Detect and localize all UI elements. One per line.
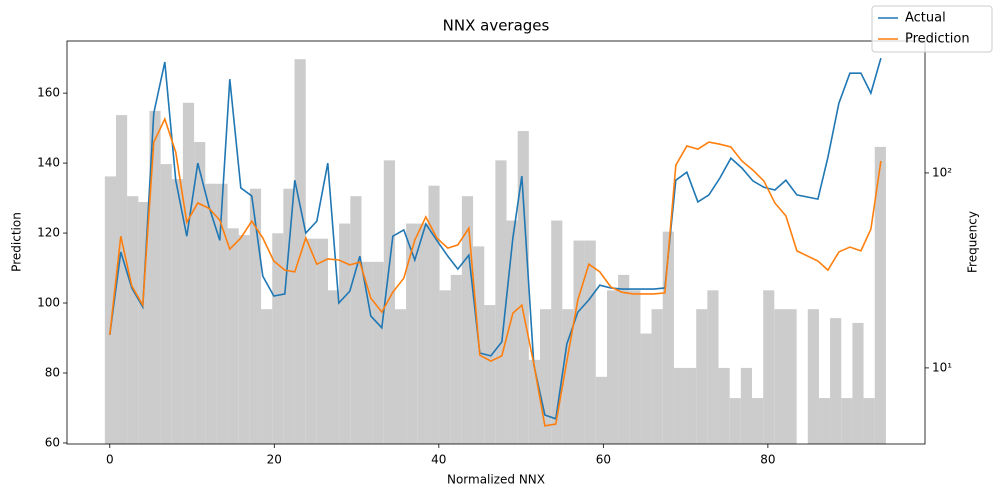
histogram-bar: [573, 240, 585, 444]
histogram-bar: [339, 223, 351, 444]
x-tick-label: 20: [267, 453, 282, 467]
histogram-bar: [249, 188, 262, 444]
x-tick-label: 40: [431, 453, 446, 467]
histogram-bar: [417, 223, 429, 444]
histogram-bar: [606, 290, 619, 444]
histogram-bar: [216, 183, 228, 444]
plot-frame: [66, 40, 926, 445]
x-axis-label: Normalized NNX: [447, 473, 545, 487]
legend: Actual Prediction: [871, 5, 993, 53]
histogram-bar: [227, 228, 239, 444]
histogram-bar: [863, 398, 875, 444]
chart-title: NNX averages: [443, 17, 550, 35]
histogram-bar: [685, 367, 697, 444]
histogram-bar: [328, 290, 340, 444]
y2-tick-label: 10²: [932, 165, 952, 179]
histogram-bar: [540, 309, 552, 444]
histogram-bar: [874, 146, 886, 444]
histogram-bar: [562, 309, 574, 444]
histogram-bar: [618, 274, 630, 444]
histogram-bar: [383, 160, 395, 444]
x-tick-label: 80: [760, 453, 775, 467]
histogram-bar: [272, 233, 284, 444]
x-tick-label: 60: [596, 453, 611, 467]
histogram-bar: [517, 131, 529, 444]
histogram-bar: [372, 261, 384, 444]
histogram-bar: [182, 102, 195, 444]
histogram-bar: [495, 160, 507, 444]
histogram-bar: [461, 196, 474, 444]
histogram-bar: [104, 176, 117, 444]
histogram-bar: [830, 318, 842, 444]
histogram-bar: [841, 398, 853, 444]
histogram-bar: [138, 201, 150, 444]
histogram-bar: [394, 309, 407, 444]
y-tick-label: 100: [37, 296, 60, 310]
histogram-bar: [506, 220, 518, 444]
histogram-bar: [484, 305, 496, 444]
histogram-bar: [763, 290, 775, 444]
histogram-bar: [406, 223, 418, 444]
data-line: [108, 116, 882, 427]
y-tick-label: 160: [37, 86, 60, 100]
histogram-bar: [439, 290, 451, 444]
histogram-bar: [785, 309, 797, 444]
histogram-bar: [707, 290, 719, 444]
histogram-bar: [261, 309, 273, 444]
legend-label: Prediction: [905, 32, 970, 47]
y-axis-label: Prediction: [10, 212, 24, 272]
histogram-bar: [171, 179, 183, 444]
histogram-bar: [160, 164, 172, 445]
histogram-bar: [740, 367, 753, 444]
histogram-bar: [774, 309, 786, 444]
histogram-bar: [194, 142, 206, 445]
y-tick-label: 60: [45, 435, 60, 449]
histogram-bar: [428, 185, 440, 445]
histogram-bar: [350, 196, 362, 444]
histogram-bar: [595, 376, 607, 444]
histogram-bar: [752, 398, 764, 444]
histogram-bar: [294, 59, 306, 445]
histogram-bar: [149, 110, 161, 444]
y-tick-label: 140: [37, 156, 60, 170]
histogram-bar: [127, 196, 139, 444]
y2-axis-label: Frequency: [966, 211, 980, 273]
histogram-bar: [696, 309, 708, 444]
histogram-bar: [852, 322, 864, 444]
histogram-bar: [283, 188, 295, 444]
histogram-bar: [361, 261, 373, 444]
data-line: [108, 57, 882, 420]
histogram-bar: [651, 309, 663, 444]
histogram-bar: [818, 398, 831, 444]
histogram-bar: [673, 367, 686, 444]
x-tick-label: 0: [106, 453, 114, 467]
histogram-bar: [238, 235, 250, 444]
histogram-bar: [640, 333, 652, 444]
histogram-bar: [116, 115, 128, 445]
histogram-bar: [551, 220, 563, 444]
y-tick-label: 120: [37, 226, 60, 240]
histogram-bar: [807, 309, 819, 444]
histogram-bar: [528, 359, 541, 444]
histogram-bar: [629, 290, 641, 444]
y2-tick-label: 10¹: [932, 360, 952, 374]
histogram-bar: [718, 367, 730, 444]
histogram-bar: [205, 183, 217, 444]
histogram-bar: [450, 274, 462, 444]
histogram-bar: [729, 398, 741, 444]
legend-label: Actual: [905, 11, 946, 26]
histogram-bar: [316, 238, 329, 444]
legend-box: [871, 5, 993, 53]
histogram-bar: [305, 238, 317, 444]
histogram-bar: [584, 240, 596, 444]
histogram-bar: [662, 231, 674, 444]
y-tick-label: 80: [45, 365, 60, 379]
